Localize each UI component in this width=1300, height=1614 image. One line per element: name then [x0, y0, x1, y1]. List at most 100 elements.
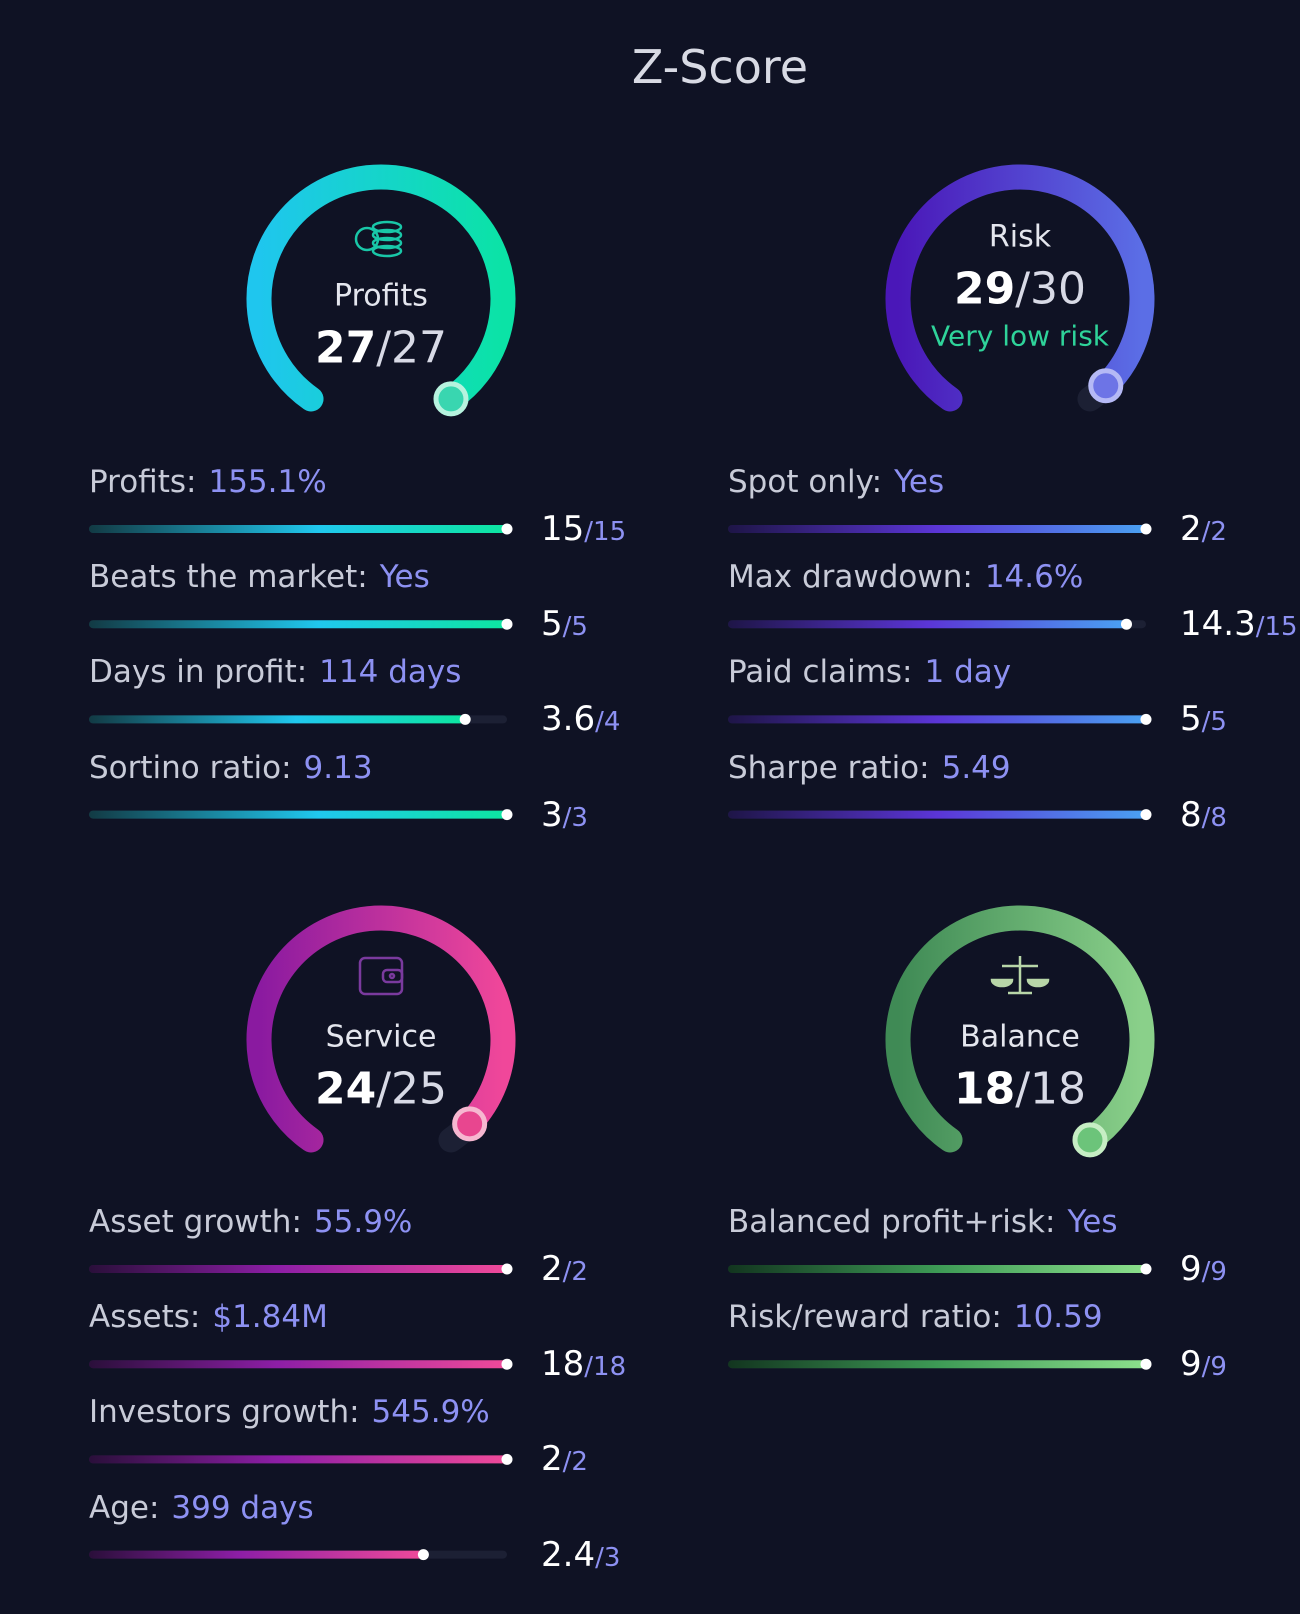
metric-score-max: 2: [563, 1257, 588, 1287]
page-title: Z-Score: [631, 40, 809, 94]
gauge-score: 1818: [954, 1064, 1086, 1115]
metric-bar-knob: [1140, 713, 1152, 725]
metric-label-text: Days in profit:: [89, 654, 308, 691]
metric-label: Risk/reward ratio: 10.59: [728, 1299, 1103, 1335]
metric-value: 114 days: [319, 654, 462, 691]
metric-label-text: Max drawdown:: [728, 559, 973, 596]
metric-label: Sortino ratio: 9.13: [89, 750, 373, 786]
metric-bar-knob: [1120, 618, 1132, 630]
metric-bar-knob: [501, 1453, 513, 1465]
metric-label: Assets: $1.84M: [89, 1299, 328, 1335]
coin-icon: [371, 220, 403, 234]
metric-bar-knob: [501, 523, 513, 535]
metric-score: 22: [541, 1249, 588, 1289]
gauge-name: Balance: [960, 1019, 1080, 1055]
metric-bar: [728, 525, 1146, 533]
metric-score-value: 3: [541, 794, 563, 835]
gauge-knob: [1072, 1122, 1108, 1158]
metric-label: Spot only: Yes: [728, 464, 944, 500]
metric-score-value: 2: [541, 1439, 563, 1480]
metric-bar: [728, 715, 1146, 724]
metric-bar-knob: [501, 809, 513, 821]
gauge-score: 2425: [315, 1064, 447, 1115]
metric-bar-knob: [1140, 1358, 1152, 1370]
metric-bar: [89, 810, 507, 819]
gauge-score: 2727: [315, 323, 447, 374]
gauge-score-max: 18: [1015, 1064, 1086, 1115]
metric-value: 155.1%: [208, 464, 327, 500]
gauge-knob: [452, 1106, 488, 1142]
metric-score: 3.64: [541, 699, 620, 739]
metric-label-text: Age:: [89, 1489, 160, 1526]
metric-score: 88: [1180, 795, 1227, 835]
metric-bar: [728, 810, 1146, 819]
metric-value: 55.9%: [313, 1204, 413, 1240]
metric-label-text: Risk/reward ratio:: [728, 1299, 1002, 1336]
metric-bar: [89, 525, 507, 533]
metric-score-max: 5: [1202, 707, 1227, 737]
gauge-name: Service: [325, 1019, 437, 1055]
gauge-name: Risk: [988, 219, 1052, 255]
metric-label: Profits: 155.1%: [89, 464, 327, 500]
scale-icon: [990, 978, 1050, 988]
metric-bar-knob: [1140, 809, 1152, 821]
metric-score-max: 3: [563, 803, 588, 833]
metric-score: 22: [541, 1439, 588, 1479]
metric-label-text: Paid claims:: [728, 654, 913, 691]
metric-bar-knob: [501, 618, 513, 630]
metric-score: 22: [1180, 509, 1227, 549]
metric-label-text: Assets:: [89, 1299, 201, 1336]
metric-label: Sharpe ratio: 5.49: [728, 750, 1011, 786]
metric-score-max: 9: [1202, 1352, 1227, 1382]
coin-icon: [371, 228, 403, 242]
metric-value: 14.6%: [984, 559, 1084, 596]
metric-bar: [728, 620, 1127, 629]
gauge-score-max: 27: [376, 323, 447, 374]
metric-bar-knob: [1140, 523, 1152, 535]
wallet-icon: [358, 956, 404, 996]
gauge-name: Profits: [334, 278, 428, 314]
metric-bar: [89, 620, 507, 629]
metric-label-text: Sharpe ratio:: [728, 749, 930, 786]
metric-label: Max drawdown: 14.6%: [728, 559, 1083, 595]
metric-bar: [89, 1265, 507, 1273]
metric-score-value: 2: [1180, 509, 1202, 549]
metric-bar-knob: [501, 1358, 513, 1370]
metric-score-value: 5: [541, 604, 563, 645]
metric-score-value: 5: [1180, 699, 1202, 740]
metric-bar-knob: [417, 1549, 429, 1561]
metric-value: Yes: [1067, 1204, 1118, 1240]
metric-score-value: 15: [541, 509, 585, 549]
metric-score-max: 2: [1202, 517, 1227, 547]
gauge-score-value: 27: [314, 322, 377, 374]
metric-label: Age: 399 days: [89, 1490, 314, 1526]
coin-icon: [371, 236, 403, 250]
metric-score: 2.43: [541, 1535, 620, 1575]
metric-value: 1 day: [924, 654, 1012, 691]
metric-score-value: 9: [1180, 1344, 1202, 1385]
metric-score: 55: [1180, 699, 1227, 739]
metric-bar: [89, 1360, 507, 1369]
metric-score-max: 15: [1256, 612, 1298, 642]
metric-score-max: 8: [1202, 803, 1227, 833]
metric-label: Paid claims: 1 day: [728, 654, 1011, 690]
metric-label-text: Balanced profit+risk:: [728, 1204, 1056, 1240]
metric-score-value: 18: [541, 1344, 585, 1385]
metric-score-max: 4: [595, 707, 620, 737]
metric-score: 99: [1180, 1249, 1227, 1289]
metric-score: 55: [541, 604, 588, 644]
metric-value: Yes: [379, 559, 430, 596]
metric-bar: [89, 715, 466, 724]
metric-score: 1818: [541, 1344, 626, 1384]
metric-value: $1.84M: [212, 1299, 328, 1336]
gauge-status: Very low risk: [931, 319, 1109, 353]
metric-label: Days in profit: 114 days: [89, 654, 461, 690]
metric-value: 5.49: [941, 749, 1011, 786]
wallet-icon: [381, 968, 404, 984]
metric-score: 99: [1180, 1344, 1227, 1384]
metric-score-max: 15: [584, 517, 626, 547]
metric-score: 14.315: [1180, 604, 1298, 644]
metric-value: 10.59: [1013, 1299, 1103, 1336]
metric-score-max: 18: [584, 1352, 626, 1382]
metric-score-max: 2: [563, 1447, 588, 1477]
